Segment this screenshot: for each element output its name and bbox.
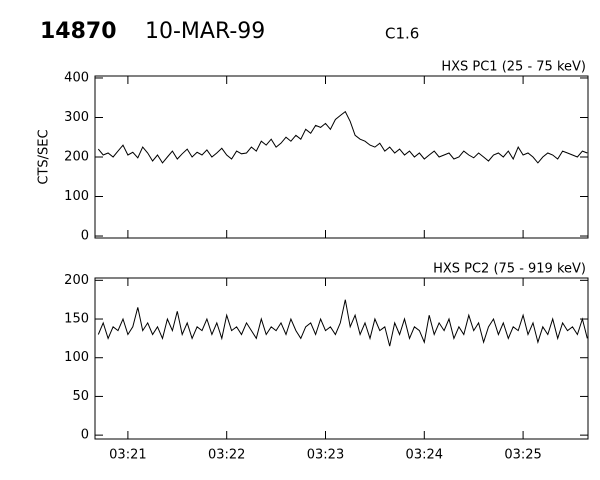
- y-tick-label: 400: [64, 70, 89, 85]
- flare-class: C1.6: [385, 25, 419, 43]
- y-tick-label: 150: [64, 312, 89, 327]
- x-tick-label: 03:24: [406, 448, 443, 463]
- y-tick-label: 300: [64, 110, 89, 125]
- y-tick-label: 50: [72, 389, 89, 404]
- plot-frame: [94, 277, 589, 440]
- date: 10-MAR-99: [145, 19, 265, 44]
- x-tick-label: 03:25: [504, 448, 541, 463]
- y-tick-label: 200: [64, 273, 89, 288]
- x-tick-label: 03:21: [109, 448, 146, 463]
- x-tick-label: 03:23: [307, 448, 344, 463]
- y-tick-label: 0: [81, 428, 89, 443]
- y-tick-label: 100: [64, 189, 89, 204]
- panel-title: HXS PC1 (25 - 75 keV): [441, 60, 586, 75]
- y-tick-label: 0: [81, 229, 89, 244]
- x-tick-label: 03:22: [208, 448, 245, 463]
- y-tick-label: 100: [64, 350, 89, 365]
- y-tick-label: 200: [64, 150, 89, 165]
- panel-title: HXS PC2 (75 - 919 keV): [433, 262, 586, 277]
- event-number: 14870: [40, 19, 117, 44]
- data-line: [97, 299, 588, 347]
- data-line: [97, 110, 588, 164]
- y-axis-label: CTS/SEC: [37, 129, 52, 184]
